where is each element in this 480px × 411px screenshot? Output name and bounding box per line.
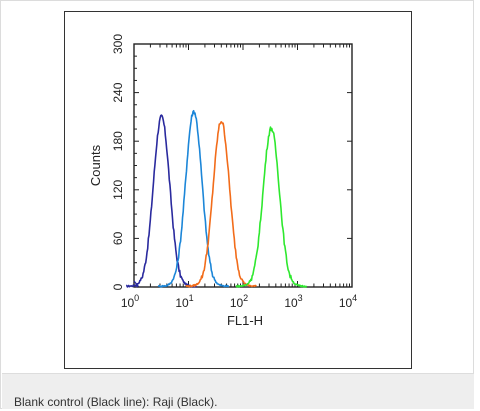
histogram-series-1	[125, 114, 197, 288]
y-tick-label: 0	[111, 283, 125, 290]
y-axis-title: Counts	[88, 144, 103, 186]
x-tick-label: 101	[175, 293, 193, 310]
x-tick-label: 102	[230, 293, 248, 310]
histogram-series-2	[157, 109, 230, 288]
histogram-series-4	[235, 126, 308, 288]
y-tick-label: 240	[111, 82, 125, 102]
y-tick-label: 300	[111, 34, 125, 54]
plot-area-box	[133, 43, 353, 288]
caption-bar: Blank control (Black line): Raji (Black)…	[2, 373, 474, 409]
figure-caption: Blank control (Black line): Raji (Black)…	[14, 395, 218, 409]
plot-frame	[64, 11, 412, 369]
x-tick-label: 104	[339, 293, 357, 310]
labels-layer: 100 101 102 103 104 0 60 120 180 240 300 FL1-H Count…	[88, 34, 357, 328]
axes	[133, 43, 353, 288]
y-tick-label: 60	[111, 231, 125, 245]
origin-artifact	[133, 280, 140, 288]
series-layer	[125, 109, 308, 288]
y-tick-label: 180	[111, 131, 125, 151]
x-axis-title: FL1-H	[227, 313, 263, 328]
x-tick-label: 100	[121, 293, 139, 310]
y-tick-label: 120	[111, 179, 125, 199]
x-tick-label: 103	[284, 293, 302, 310]
histogram-chart: 100 101 102 103 104 0 60 120 180 240 300 FL1-H Count…	[88, 34, 357, 328]
histogram-series-3	[185, 121, 257, 288]
